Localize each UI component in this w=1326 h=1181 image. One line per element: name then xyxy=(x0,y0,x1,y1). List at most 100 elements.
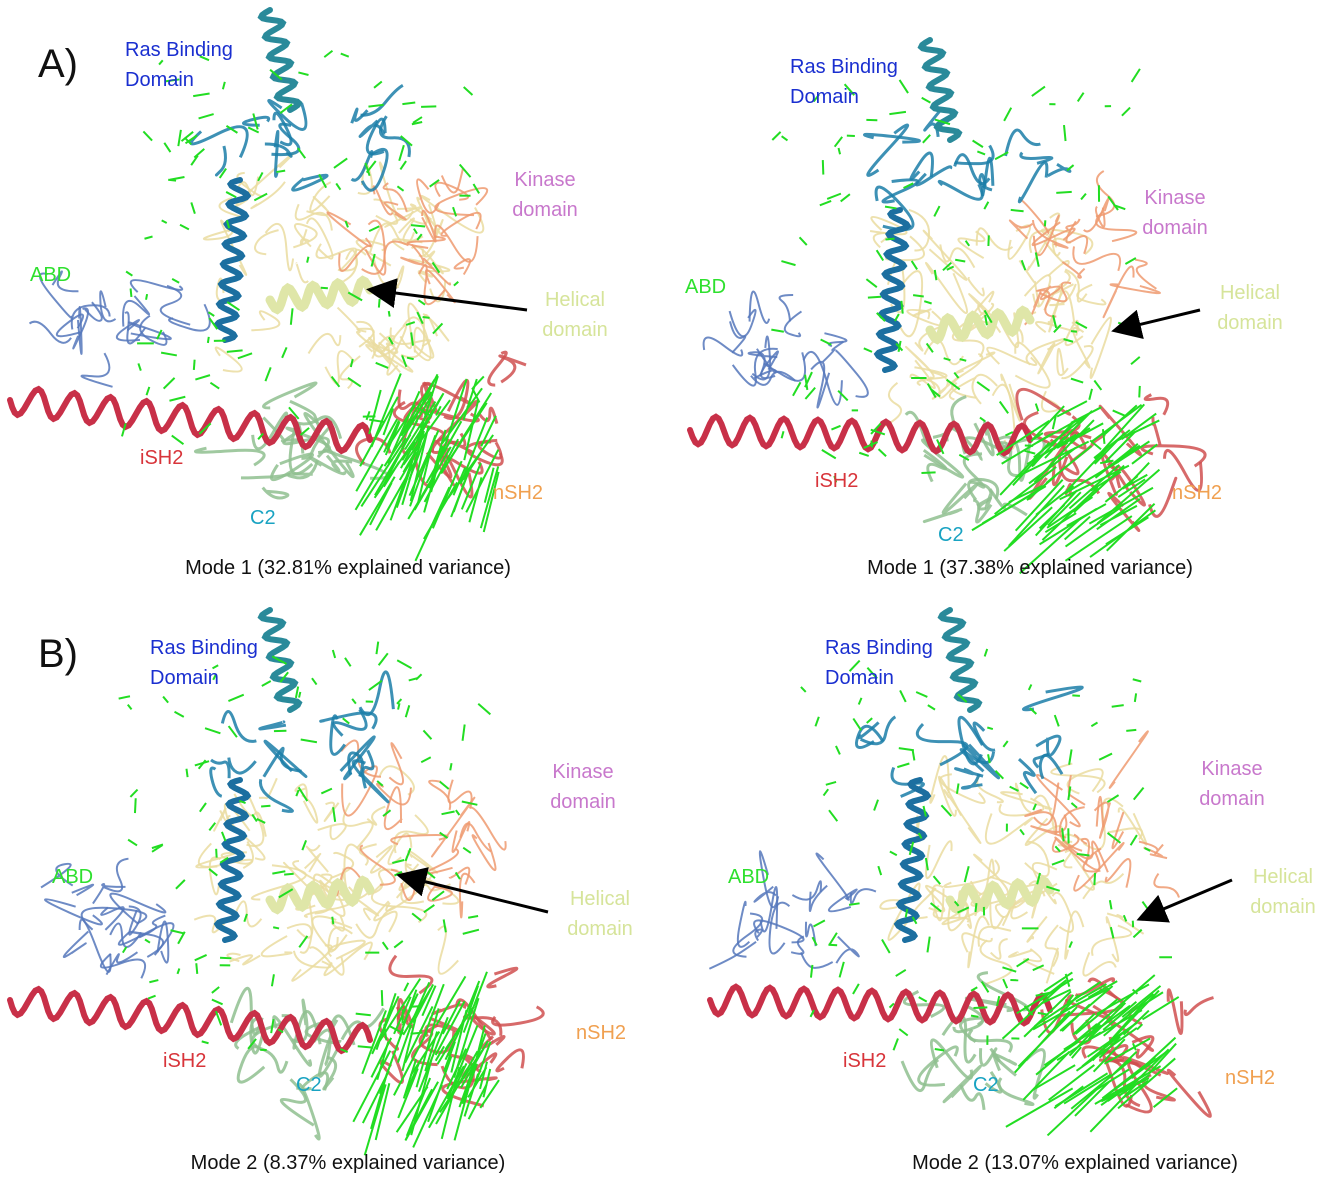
motion-vector xyxy=(409,678,417,680)
motion-vector xyxy=(973,140,983,147)
motion-vector xyxy=(463,930,479,934)
motion-vector xyxy=(811,965,812,978)
loop xyxy=(1009,950,1032,957)
domain-label: iSH2 xyxy=(815,466,858,496)
motion-vector xyxy=(1133,679,1142,681)
motion-vector xyxy=(296,687,298,698)
motion-vector xyxy=(859,698,862,705)
motion-vector xyxy=(878,866,881,875)
motion-vector xyxy=(135,798,136,813)
motion-vector xyxy=(922,98,931,103)
loop xyxy=(211,768,222,796)
motion-vector xyxy=(977,151,985,154)
motion-vector xyxy=(212,987,219,993)
loop xyxy=(1064,850,1072,867)
motion-vector xyxy=(336,183,340,189)
loop xyxy=(64,932,89,957)
motion-vector xyxy=(128,705,132,710)
loop xyxy=(926,263,967,313)
motion-vector xyxy=(162,220,167,223)
loop xyxy=(972,375,997,404)
loop xyxy=(125,312,145,343)
motion-vector xyxy=(170,177,185,180)
motion-vector xyxy=(899,341,901,352)
motion-vector xyxy=(1071,803,1077,808)
motion-vector xyxy=(853,984,859,994)
domain-label: ABD xyxy=(728,862,769,892)
motion-vector xyxy=(1110,900,1112,909)
loop xyxy=(161,286,190,325)
motion-vector xyxy=(913,295,924,296)
motion-vector xyxy=(885,207,897,209)
loop xyxy=(811,362,829,408)
loop xyxy=(390,956,432,993)
motion-vector xyxy=(793,382,801,395)
motion-vector xyxy=(1131,357,1140,364)
loop xyxy=(429,781,450,810)
motion-vector xyxy=(478,704,490,715)
motion-vector xyxy=(321,789,332,794)
motion-vector xyxy=(382,990,383,1006)
motion-vector xyxy=(1078,93,1084,102)
motion-vector xyxy=(298,72,308,75)
motion-vector xyxy=(829,810,837,821)
motion-vector xyxy=(1056,192,1071,193)
motion-vector xyxy=(1142,902,1151,914)
loop xyxy=(911,153,933,179)
panel-letter: B) xyxy=(38,632,78,677)
caption: Mode 2 (8.37% explained variance) xyxy=(191,1152,506,1175)
motion-vector xyxy=(782,431,784,438)
loop xyxy=(991,939,1008,959)
loop xyxy=(868,125,908,175)
loop xyxy=(78,307,82,354)
motion-vector xyxy=(840,962,844,978)
motion-vector xyxy=(455,1086,470,1141)
motion-vector xyxy=(1009,486,1043,502)
loop xyxy=(493,1007,544,1025)
motion-vector xyxy=(128,840,137,846)
loop xyxy=(824,333,846,346)
motion-vector xyxy=(202,1041,209,1043)
motion-vector xyxy=(161,353,177,356)
motion-vector xyxy=(169,397,185,401)
motion-vector xyxy=(210,383,219,389)
motion-vector xyxy=(874,800,878,811)
domain-label: ABD xyxy=(52,862,93,892)
figure: A)Ras Binding DomainKinase domainABDHeli… xyxy=(0,0,1326,1181)
motion-vector xyxy=(973,1007,987,1008)
loop xyxy=(294,951,331,968)
motion-vector xyxy=(298,148,305,158)
motion-vector xyxy=(440,782,449,789)
motion-vector xyxy=(424,905,434,912)
domain-label: Kinase domain xyxy=(1192,754,1272,814)
loop xyxy=(962,774,982,788)
motion-vector xyxy=(177,969,179,974)
loop xyxy=(1023,687,1082,710)
motion-vector xyxy=(334,158,347,168)
loop xyxy=(1104,266,1134,317)
motion-vector xyxy=(853,718,861,730)
loop xyxy=(389,743,403,784)
motion-vector xyxy=(271,1019,273,1033)
loop xyxy=(861,717,896,744)
motion-vector xyxy=(164,143,170,152)
motion-vector xyxy=(1002,967,1016,971)
motion-vector xyxy=(823,160,824,174)
motion-vector xyxy=(276,171,285,172)
motion-vector xyxy=(1094,380,1101,389)
loop xyxy=(1021,153,1052,164)
loop xyxy=(750,291,770,322)
motion-vector xyxy=(1118,323,1124,325)
motion-vector xyxy=(921,472,935,473)
loop xyxy=(275,131,278,176)
motion-vector xyxy=(1131,835,1137,845)
loop xyxy=(999,1078,1033,1105)
motion-vector xyxy=(1023,1052,1069,1100)
helix xyxy=(10,989,370,1051)
loop xyxy=(318,824,346,839)
motion-vector xyxy=(456,810,460,815)
motion-vector xyxy=(1122,108,1130,116)
motion-vector xyxy=(324,51,332,57)
motion-vector xyxy=(307,257,308,263)
motion-vector xyxy=(836,746,840,754)
